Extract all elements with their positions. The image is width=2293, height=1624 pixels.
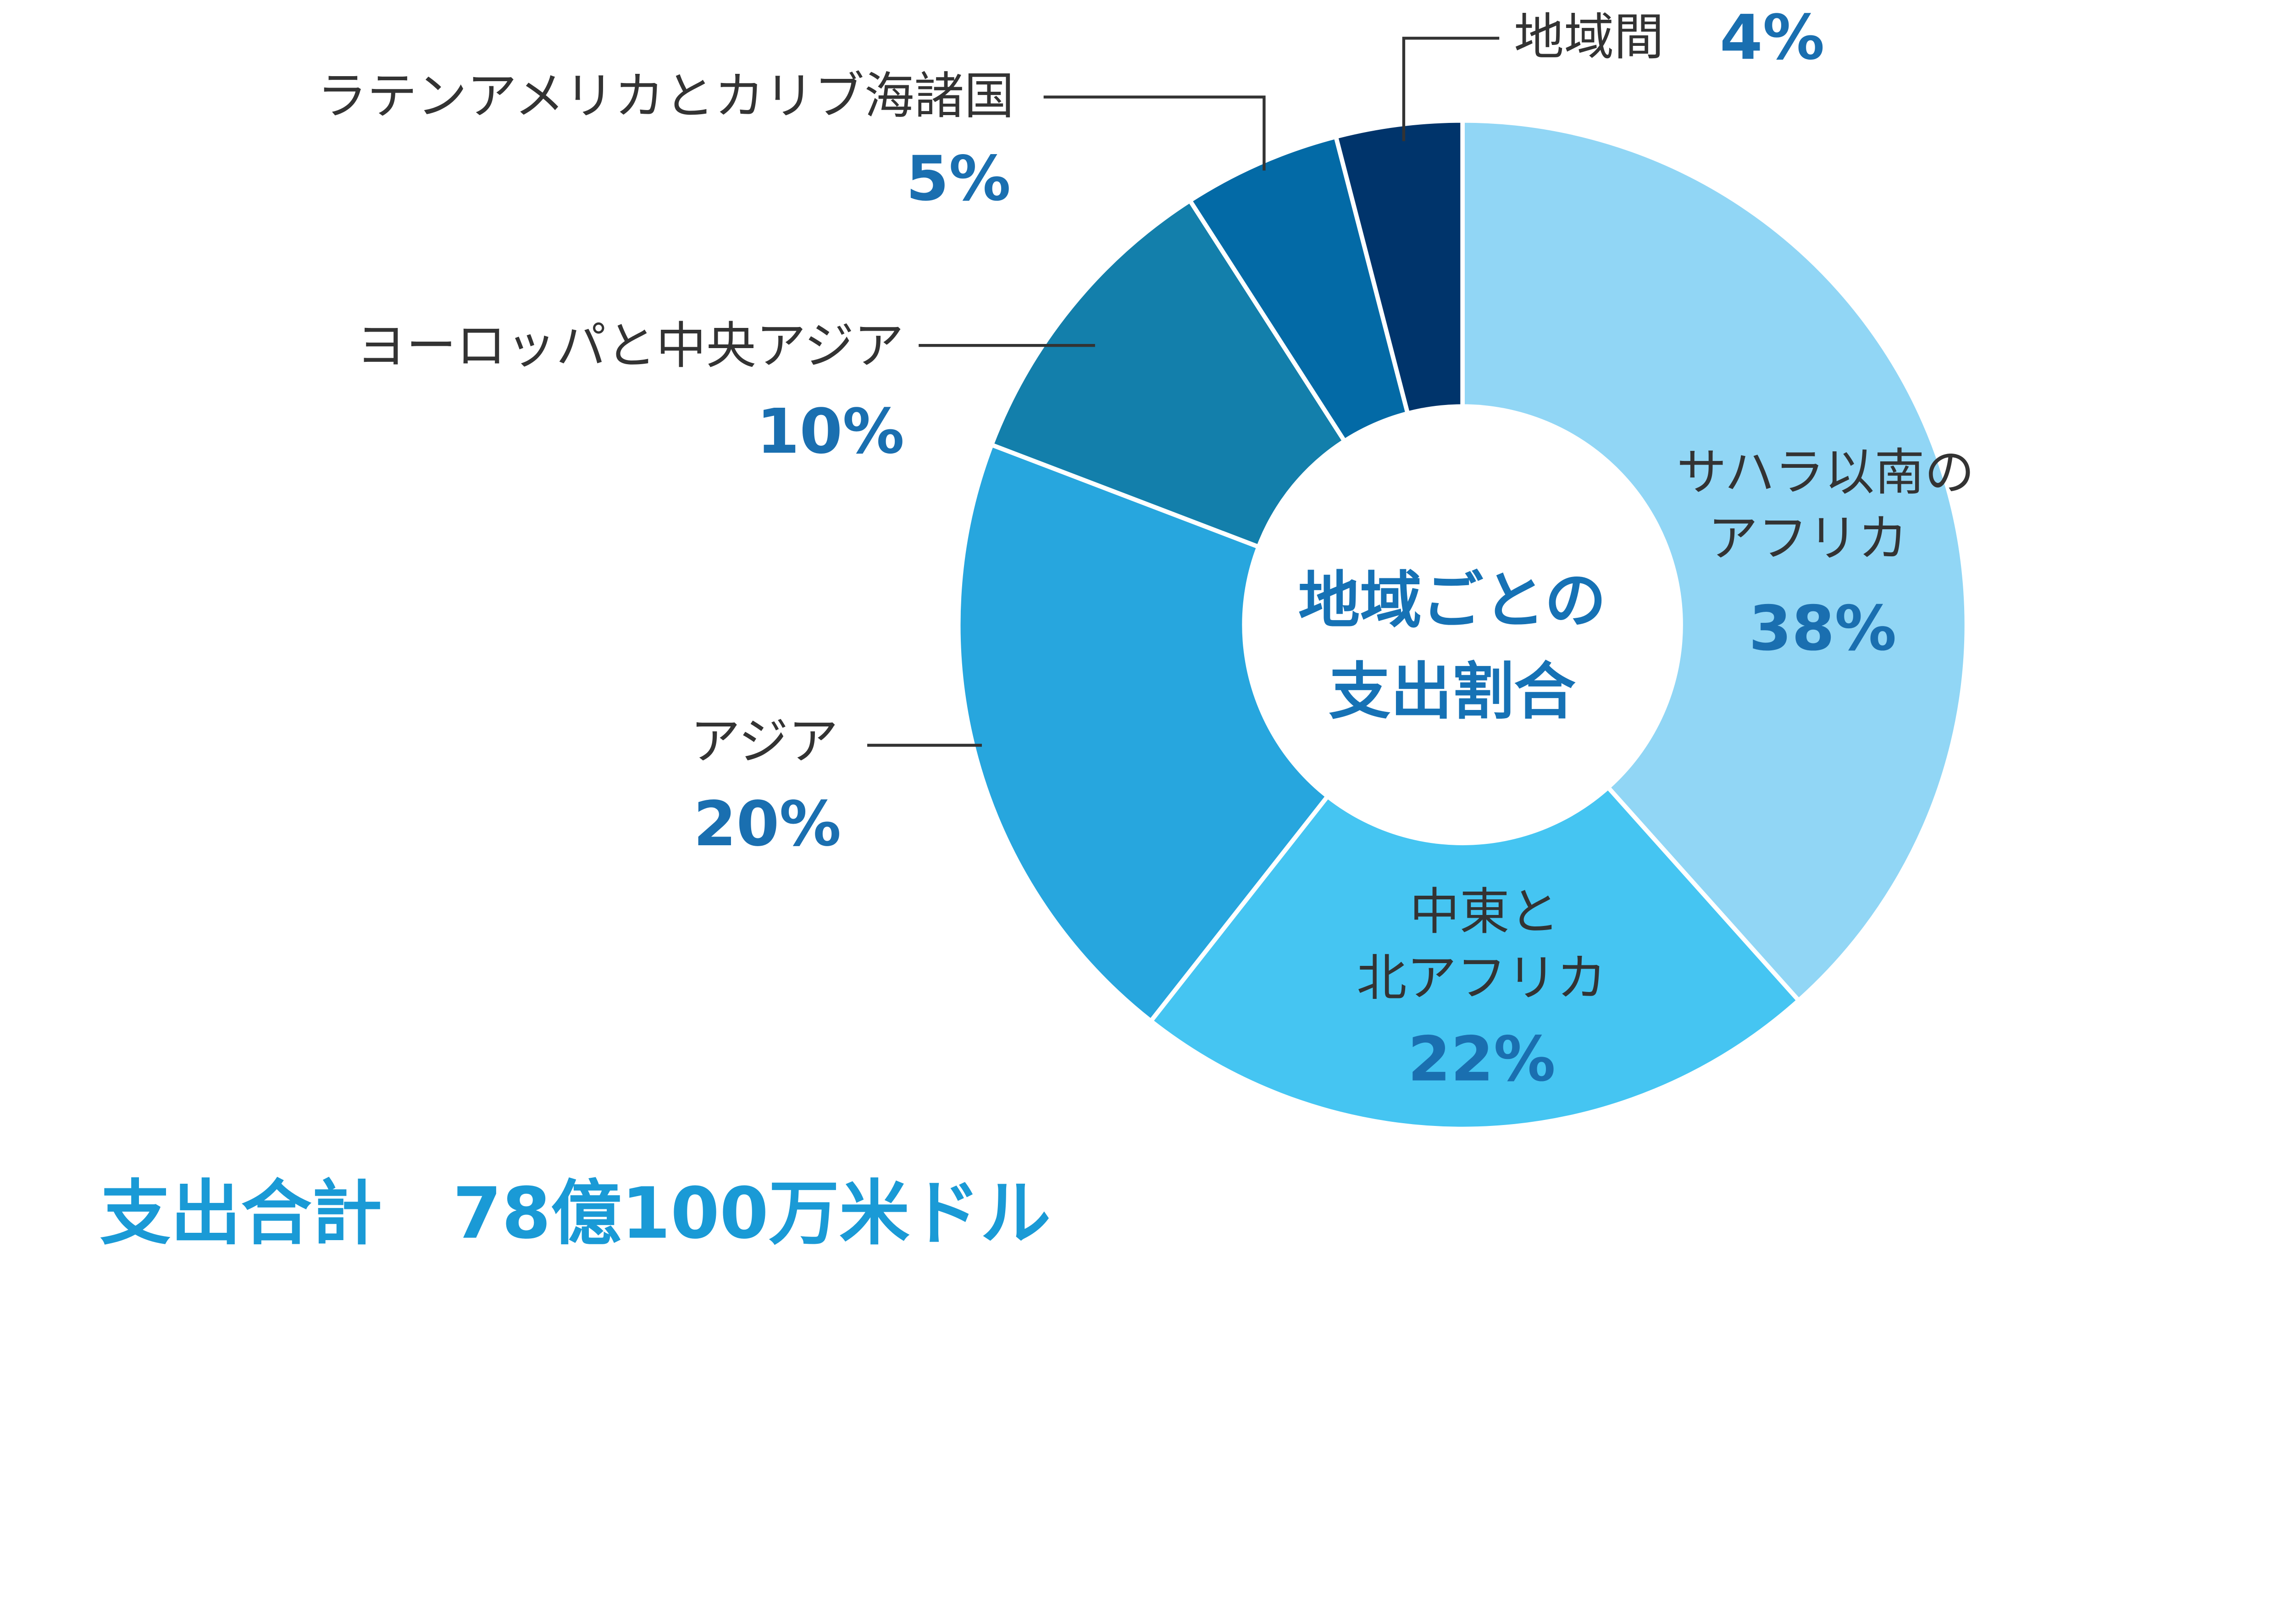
slice-label-sub-saharan-africa-2: アフリカ <box>1708 510 1908 568</box>
total-spending-label: 支出合計 78億100万米ドル <box>100 1173 1051 1250</box>
slice-label-mena-1: 中東と <box>1410 883 1560 941</box>
slice-label-interregional: 地域間 <box>1514 8 1664 67</box>
leader-line-latin-america <box>1043 95 1266 171</box>
leader-line-interregional <box>1402 37 1500 141</box>
center-label-line-1: 地域ごとの <box>1298 565 1606 637</box>
donut-slice-1 <box>1147 621 1802 1131</box>
slice-value-europe-central-asia: 10% <box>757 395 904 467</box>
slice-value-mena: 22% <box>1408 1023 1556 1095</box>
slice-label-mena-2: 北アフリカ <box>1357 949 1606 1007</box>
donut-slice-0 <box>1460 118 1969 1004</box>
slice-label-europe-central-asia: ヨーロッパと中央アジア <box>356 317 904 375</box>
slice-value-sub-saharan-africa: 38% <box>1749 593 1896 665</box>
donut-chart: 地域ごとの 支出割合 サハラ以南の アフリカ 38% 中東と 北アフリカ 22%… <box>100 1 1975 1250</box>
slice-value-asia: 20% <box>693 788 841 860</box>
slice-label-latin-america: ラテンアメリカとカリブ海諸国 <box>317 67 1014 125</box>
center-label-line-2: 支出割合 <box>1329 655 1576 727</box>
slice-value-latin-america: 5% <box>906 143 1011 215</box>
slice-label-asia: アジア <box>690 712 838 770</box>
donut-hole <box>1242 404 1683 845</box>
slice-label-sub-saharan-africa-1: サハラ以南の <box>1677 443 1974 501</box>
slice-value-interregional: 4% <box>1720 1 1825 73</box>
